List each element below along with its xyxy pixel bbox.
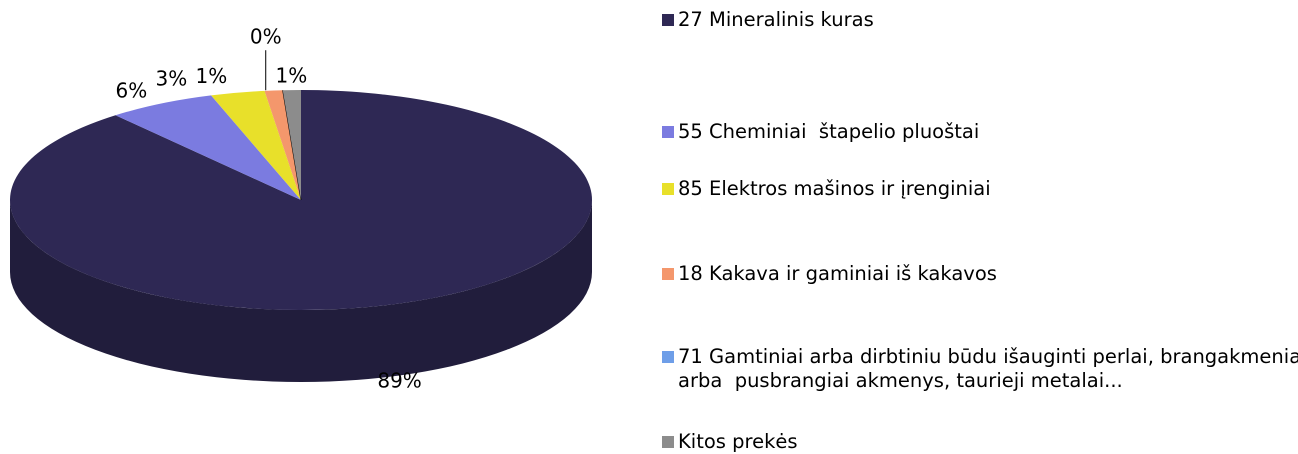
legend-swatch <box>662 126 674 138</box>
data-label: 1% <box>276 63 308 87</box>
slice <box>282 90 301 200</box>
legend-label: 71 Gamtiniai arba dirbtiniu būdu išaugin… <box>678 345 1298 392</box>
legend-item: Kitos prekės <box>662 430 1298 454</box>
legend-swatch <box>662 268 674 280</box>
legend-swatch <box>662 183 674 195</box>
slice <box>211 90 301 200</box>
legend-item: 27 Mineralinis kuras <box>662 8 1298 32</box>
legend-item: 85 Elektros mašinos ir įrenginiai <box>662 177 1298 201</box>
legend-item: 18 Kakava ir gaminiai iš kakavos <box>662 262 1298 286</box>
legend-item: 55 Cheminiai štapelio pluoštai <box>662 120 1298 144</box>
legend-label: 85 Elektros mašinos ir įrenginiai <box>678 177 991 200</box>
data-label: 6% <box>116 79 148 103</box>
legend-swatch <box>662 351 674 363</box>
slice <box>115 95 302 200</box>
slice <box>264 90 301 200</box>
legend-label: 55 Cheminiai štapelio pluoštai <box>678 120 980 143</box>
data-label: 1% <box>196 64 228 88</box>
legend-swatch <box>662 436 674 448</box>
legend-item: 71 Gamtiniai arba dirbtiniu būdu išaugin… <box>662 345 1298 393</box>
legend-swatch <box>662 14 674 26</box>
data-label: 89% <box>377 368 421 392</box>
data-label: 0% <box>250 25 282 49</box>
chart: 89% 6% 3% 1% 0% 1% <box>9 25 592 392</box>
legend-label: 27 Mineralinis kuras <box>678 8 874 31</box>
data-label: 3% <box>156 66 188 90</box>
slice-side <box>10 200 592 382</box>
legend-label: Kitos prekės <box>678 430 798 453</box>
legend-label: 18 Kakava ir gaminiai iš kakavos <box>678 262 997 285</box>
